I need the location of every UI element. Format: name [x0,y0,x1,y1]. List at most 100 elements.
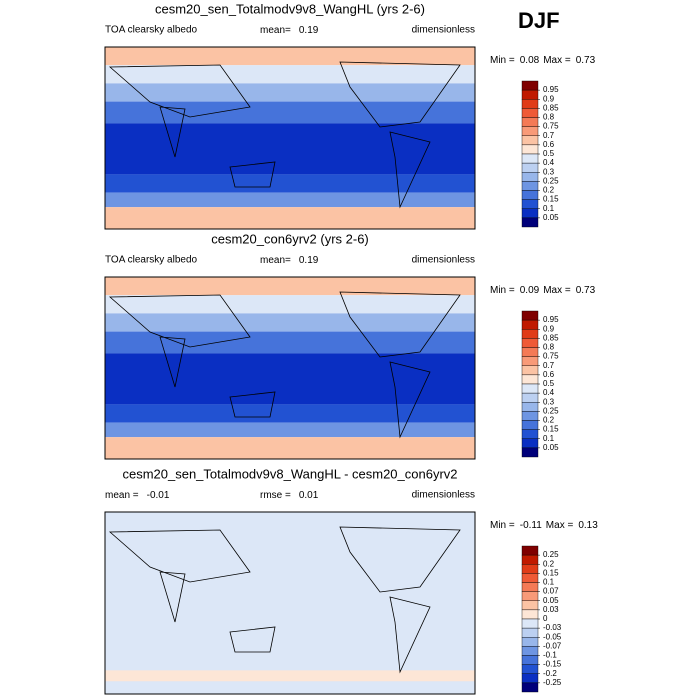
units: dimensionless [412,25,475,36]
stat-value: 0.01 [299,490,319,501]
colorbar-box [521,126,539,136]
colorbar-label: 0.25 [543,550,559,559]
colorbar-label: 0.3 [543,397,555,406]
min-value: 0.09 [520,285,540,296]
colorbar-label: 0.85 [543,103,559,112]
colorbar-box [521,573,539,583]
colorbar-label: 0.15 [543,425,559,434]
colorbar-box [521,582,539,592]
colorbar-box [521,144,539,155]
min-value: -0.11 [520,520,542,531]
panel-title: cesm20_sen_Totalmodv9v8_WangHL - cesm20_… [122,466,457,481]
min-max: Min = 0.08 Max = 0.73 [490,55,596,66]
colorbar-label: 0.7 [543,131,555,140]
colorbar-box [521,117,539,127]
map-band [105,83,475,102]
colorbar-label: 0.15 [543,568,559,577]
stat-label: mean= [260,255,291,266]
colorbar-box [521,646,539,656]
colorbar-label: 0.7 [543,361,555,370]
map-band [105,331,475,354]
colorbar-label: 0.4 [543,158,555,167]
colorbar-box [521,365,539,376]
colorbar-box [521,664,539,674]
colorbar-box [521,329,539,339]
colorbar-label: 0 [543,614,548,623]
colorbar-box [521,319,539,330]
map-frame [104,276,476,460]
colorbar-label: 0.9 [543,324,555,333]
colorbar-box [521,564,539,574]
colorbar-box [521,80,539,91]
min-label: Min = [490,55,515,66]
colorbar-label: 0.85 [543,333,559,342]
colorbar-label: 0.03 [543,605,559,614]
colorbar-box [521,135,539,146]
colorbar-box [521,420,539,430]
max-label: Max = [546,520,574,531]
colorbar-label: -0.03 [543,623,562,632]
colorbar-label: -0.07 [543,641,562,650]
colorbar-label: 0.95 [543,315,559,324]
colorbar-label: 0.6 [543,140,555,149]
map-band [105,670,475,682]
map-frame [104,46,476,230]
map-band [105,207,475,229]
map-band [105,174,475,193]
colorbar-box [521,392,539,403]
coastline [108,61,461,209]
coastline [108,526,461,674]
colorbar-box [521,383,539,394]
colorbar-box [521,545,539,556]
colorbar-box [521,338,539,348]
panel-title: cesm20_sen_Totalmodv9v8_WangHL (yrs 2-6) [155,1,425,16]
map [104,276,476,460]
colorbar-label: 0.05 [543,213,559,222]
colorbar-label: 0.4 [543,388,555,397]
panel-title: cesm20_con6yrv2 (yrs 2-6) [211,231,369,246]
colorbar-label: 0.25 [543,406,559,415]
colorbar-label: 0.75 [543,122,559,131]
stat: mean = -0.01 [105,490,170,501]
colorbar-label: 0.1 [543,578,555,587]
stat-value: 0.19 [299,25,319,36]
colorbar-box [521,153,539,164]
map-band [105,512,475,694]
colorbar-box [521,208,539,219]
colorbar-box [521,609,539,620]
colorbar-label: -0.15 [543,660,562,669]
colorbar-label: 0.8 [543,113,555,122]
stat: rmse = 0.01 [260,490,319,501]
min-value: 0.08 [520,55,540,66]
colorbar-box [521,673,539,684]
colorbar-box [521,89,539,100]
stat: mean= 0.19 [260,25,319,36]
map-band [105,295,475,314]
colorbar-box [521,682,539,693]
colorbar-label: 0.1 [543,434,555,443]
colorbar-box [521,199,539,209]
season-label: DJF [518,8,560,33]
stat-label: rmse = [260,490,291,501]
colorbar-box [521,429,539,439]
colorbar-box [521,402,539,412]
colorbar-label: 0.5 [543,379,555,388]
stat-label: mean= [260,25,291,36]
stat-value: -0.01 [147,490,170,501]
colorbar-box [521,618,539,629]
colorbar-label: 0.5 [543,149,555,158]
colorbar-label: 0.05 [543,596,559,605]
colorbar-box [521,172,539,182]
colorbar-label: 0.2 [543,416,555,425]
units: dimensionless [412,255,475,266]
map-band [105,101,475,124]
min-label: Min = [490,285,515,296]
colorbar-label: 0.05 [543,443,559,452]
colorbar-label: 0.2 [543,186,555,195]
colorbar-label: 0.6 [543,370,555,379]
map-band [105,277,475,296]
colorbar-box [521,591,539,601]
map-band [105,47,475,66]
colorbar-box [521,99,539,109]
max-value: 0.13 [578,520,598,531]
